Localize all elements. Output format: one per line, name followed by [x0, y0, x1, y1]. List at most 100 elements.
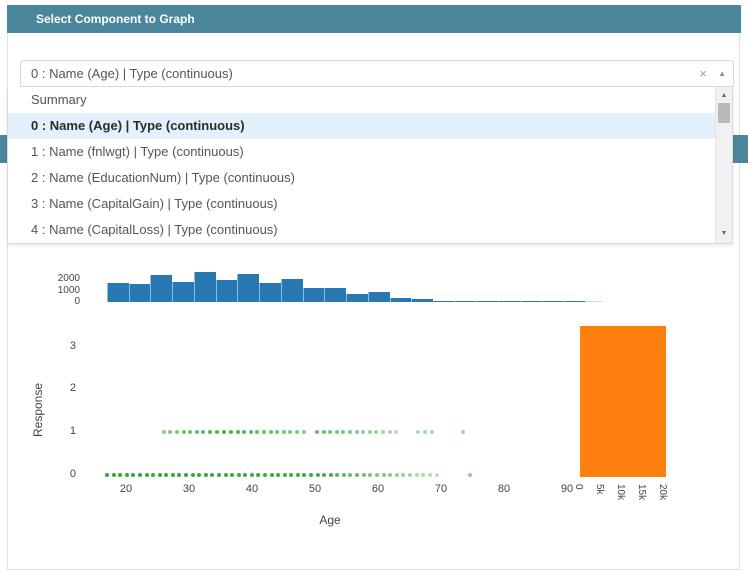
scroll-up-icon[interactable]: ▲	[720, 92, 728, 99]
scatter-point	[197, 473, 202, 477]
scatter-point	[230, 473, 235, 477]
x-tick-label: 90	[560, 483, 574, 495]
scatter-point	[235, 430, 240, 435]
scatter-point	[461, 430, 466, 435]
combobox-value: 0 : Name (Age) | Type (continuous)	[31, 66, 233, 81]
histogram-bar	[107, 282, 129, 302]
scatter-point	[255, 430, 260, 435]
y-tick-label: 3	[69, 339, 76, 352]
list-item[interactable]: 2 : Name (EducationNum) | Type (continuo…	[31, 170, 295, 185]
scatter-point	[374, 473, 379, 477]
list-item[interactable]: Summary	[31, 92, 87, 107]
scatter-point	[256, 473, 261, 477]
scatter-point	[341, 473, 346, 477]
scatter-point	[416, 430, 421, 435]
scatter-point	[228, 430, 233, 435]
scatter-point	[194, 430, 199, 435]
scatter-point	[401, 473, 406, 477]
scatter-point	[216, 473, 221, 477]
scatter-point	[190, 473, 195, 477]
x-tick-label: 50	[308, 483, 322, 495]
scatter-point	[295, 473, 300, 477]
histogram-bar	[389, 298, 412, 302]
scroll-down-icon[interactable]: ▼	[720, 230, 728, 237]
x-tick-label: 70	[434, 483, 448, 495]
scatter-point	[223, 473, 228, 477]
component-combobox[interactable]: 0 : Name (Age) | Type (continuous) × ▲	[20, 60, 734, 87]
dropdown-items: Summary 0 : Name (Age) | Type (continuous…	[8, 87, 732, 243]
clear-icon[interactable]: ×	[699, 66, 707, 81]
histogram-bar	[280, 279, 303, 302]
scatter-point	[281, 430, 286, 435]
count-tick-label: 20k	[657, 484, 668, 501]
x-tick-label: 30	[182, 483, 196, 495]
scatter-point	[334, 430, 339, 435]
scatter-point	[367, 430, 372, 435]
y-tick-label: 0	[69, 468, 76, 480]
histogram-bar	[367, 292, 390, 302]
histogram-bar	[150, 274, 173, 302]
scatter-point	[222, 430, 227, 435]
scatter-point	[269, 473, 274, 477]
hist-y-tick-label: 1000	[57, 284, 80, 296]
list-item[interactable]: 4 : Name (CapitalLoss) | Type (continuou…	[31, 222, 278, 237]
scatter-point	[328, 430, 333, 435]
scatter-point	[387, 430, 392, 435]
scatter-point	[302, 473, 307, 477]
dropdown-scrollbar[interactable]: ▲ ▼	[715, 87, 732, 243]
scatter-point	[275, 430, 280, 435]
chevron-up-icon[interactable]: ▲	[718, 69, 726, 78]
histogram-bar	[433, 300, 455, 302]
scrollbar-thumb[interactable]	[718, 103, 730, 123]
y-tick-label: 1	[69, 425, 76, 438]
scatter-point	[430, 430, 435, 435]
histogram-bar	[128, 284, 151, 302]
scatter-point	[118, 473, 123, 477]
histogram-bar	[563, 301, 586, 302]
scatter-point	[111, 473, 116, 477]
x-tick-label: 40	[245, 483, 259, 495]
scatter-point	[315, 473, 320, 477]
scatter-point	[161, 430, 166, 435]
histogram-bar	[476, 301, 499, 302]
histogram-bar	[302, 288, 325, 302]
scatter-point	[168, 430, 173, 435]
scatter-point	[175, 430, 180, 435]
scatter-point	[354, 473, 359, 477]
response-count-bar	[580, 326, 667, 477]
scatter-point	[427, 473, 432, 477]
hist-y-tick-label: 0	[74, 296, 80, 307]
scatter-point	[137, 473, 142, 477]
scatter-point	[301, 430, 306, 435]
scatter-point	[361, 430, 366, 435]
scatter-point	[322, 473, 327, 477]
scatter-point	[295, 430, 300, 435]
x-axis-title: Age	[319, 513, 341, 527]
list-item[interactable]: 3 : Name (CapitalGain) | Type (continuou…	[31, 196, 278, 211]
scatter-point	[181, 430, 186, 435]
x-tick-label: 20	[119, 483, 133, 495]
scatter-point	[214, 430, 219, 435]
component-dropdown-list: Summary 0 : Name (Age) | Type (continuous…	[7, 87, 733, 244]
scatter-point	[309, 473, 314, 477]
scatter-point	[276, 473, 281, 477]
scatter-point	[188, 430, 193, 435]
list-item[interactable]: 0 : Name (Age) | Type (continuous)	[8, 113, 732, 139]
histogram-bar	[541, 301, 564, 302]
scatter-point	[394, 430, 399, 435]
scatter-point	[354, 430, 359, 435]
x-tick-label: 60	[371, 483, 385, 495]
component-graph: Age Response 0 1000 2000 20 30 40 50 60 70 80 90 0 1…	[0, 255, 748, 555]
histogram-bar	[519, 301, 542, 302]
scatter-point	[434, 473, 439, 477]
count-tick-label: 10k	[615, 484, 626, 501]
histogram-bar	[259, 283, 281, 302]
list-item[interactable]: 1 : Name (fnlwgt) | Type (continuous)	[31, 144, 244, 159]
scatter-point	[467, 473, 472, 477]
panel-title: Select Component to Graph	[36, 12, 195, 26]
histogram-bar	[193, 272, 216, 302]
scatter-point	[210, 473, 215, 477]
scatter-point	[341, 430, 346, 435]
scatter-point	[203, 473, 208, 477]
